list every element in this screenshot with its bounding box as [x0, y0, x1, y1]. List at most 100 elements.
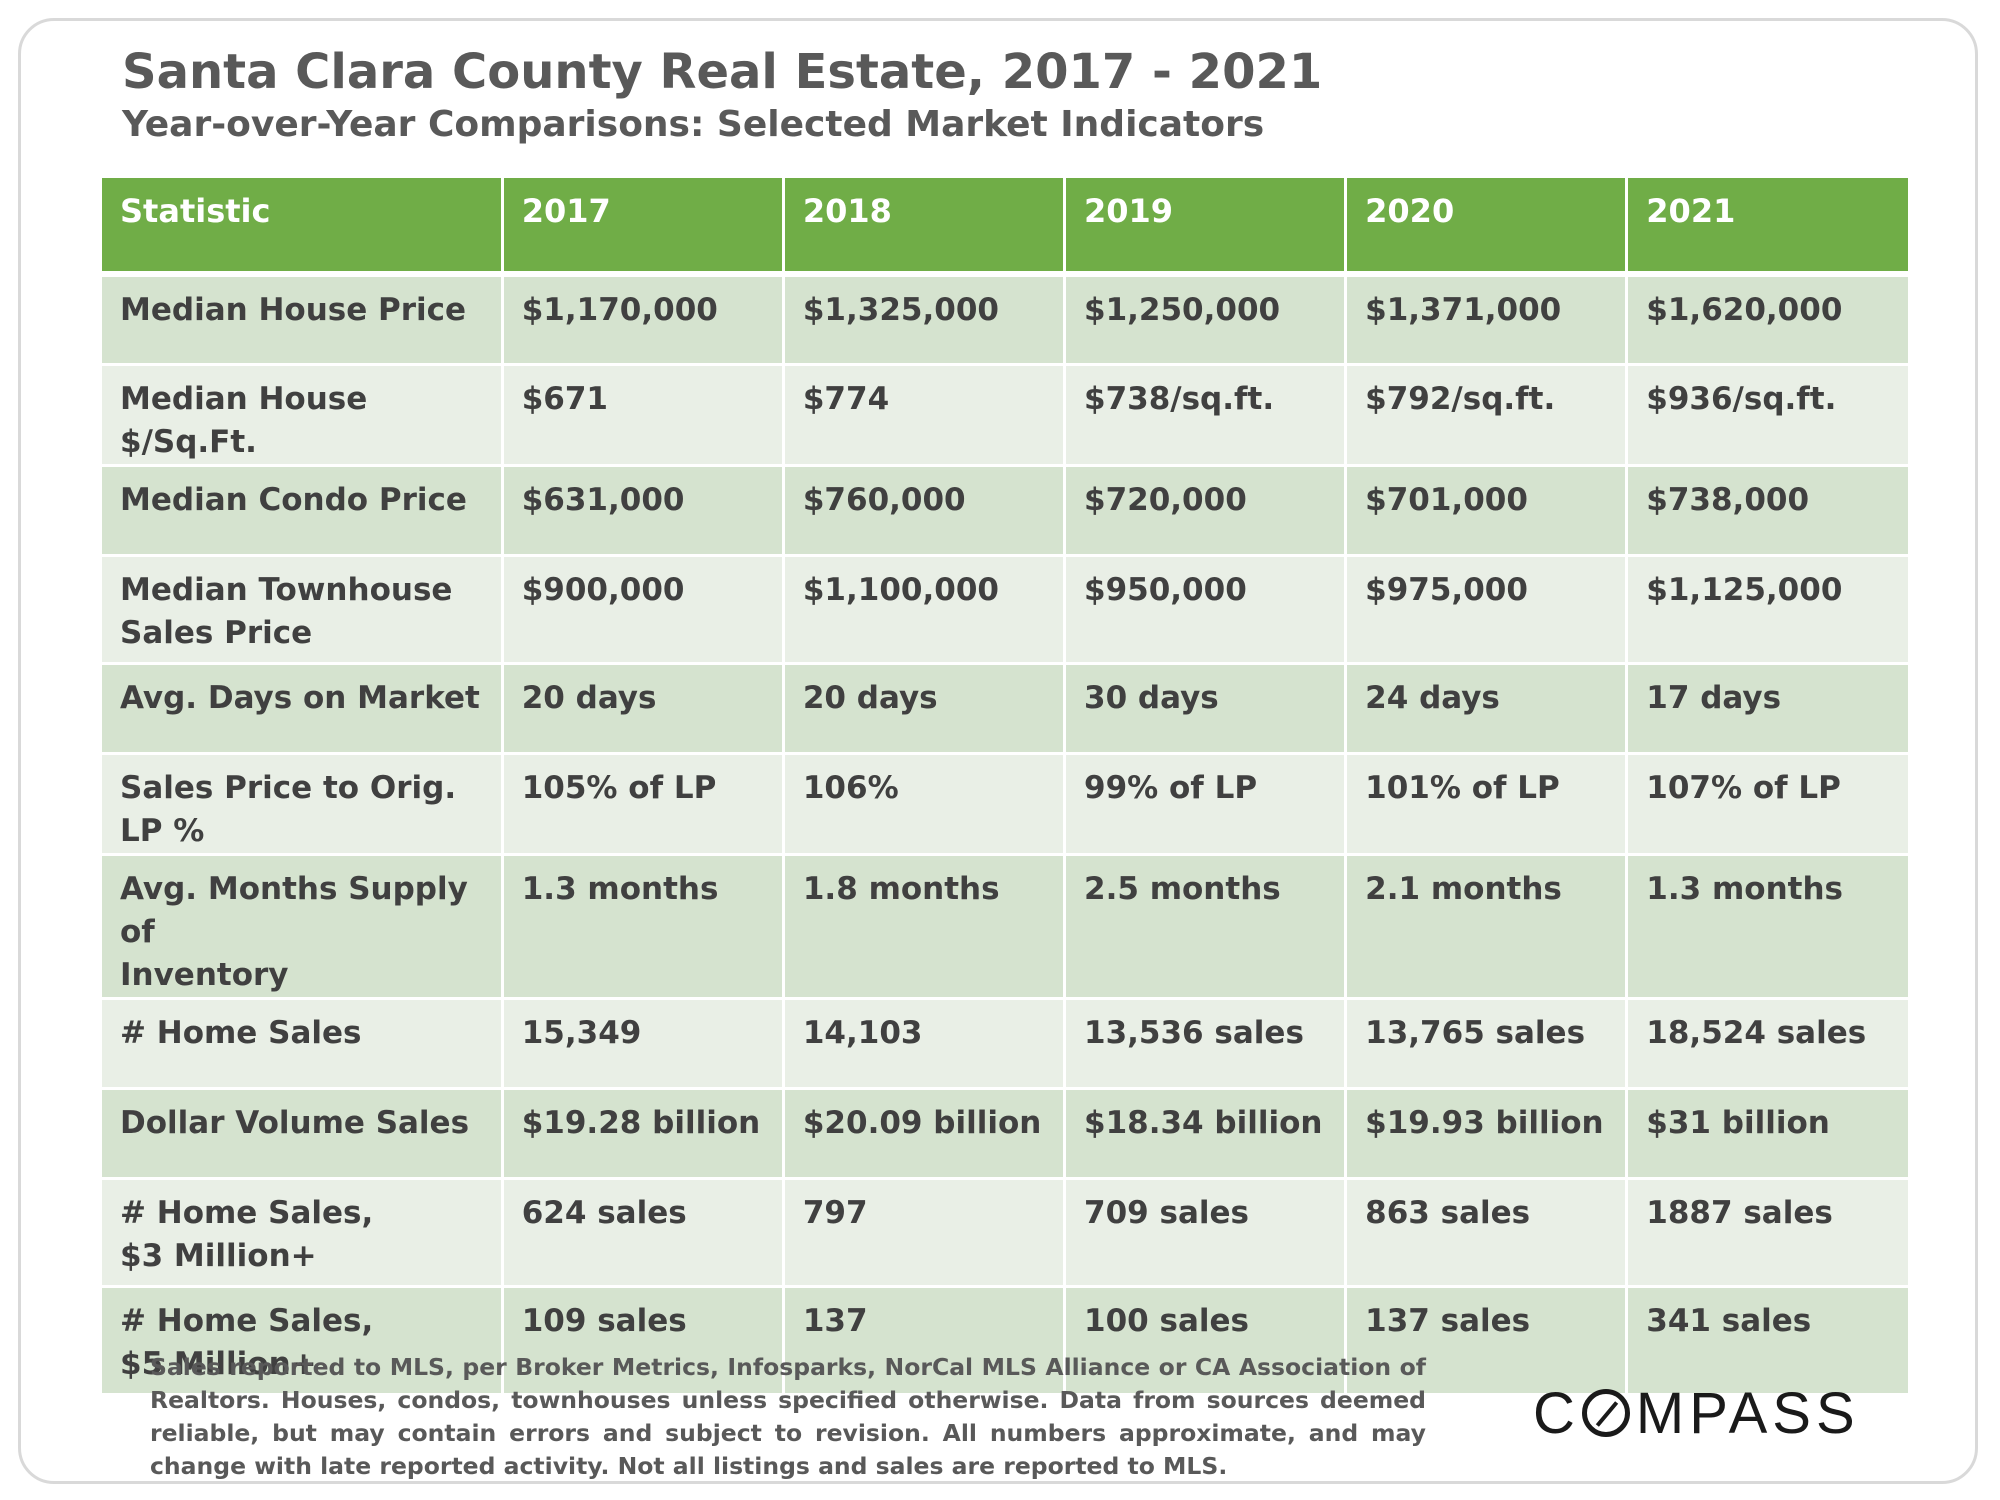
- logo-letters-mpass: MPASS: [1635, 1380, 1860, 1446]
- table-cell-2021: $738,000: [1626, 465, 1908, 557]
- row-label-line: Median House Price: [120, 292, 467, 328]
- row-label: Avg. Days on Market: [102, 663, 504, 755]
- table-cell-2017: $1,170,000: [502, 274, 785, 366]
- table-cell-2017: $631,000: [502, 465, 785, 557]
- table-cell-2019: 100 sales: [1064, 1286, 1348, 1396]
- table-cell-2019: $738/sq.ft.: [1064, 364, 1348, 467]
- table-cell-2018: 14,103: [783, 998, 1067, 1090]
- table-row: Median House $/Sq.Ft. $671 $774 $738/sq.ft.…: [102, 364, 1908, 467]
- row-label: Median House Price: [102, 274, 504, 366]
- row-label-line: Inventory: [120, 956, 289, 993]
- table-cell-2021: $1,620,000: [1626, 274, 1908, 366]
- row-label-line: # Home Sales,: [120, 1302, 374, 1339]
- table-cell-2017: 109 sales: [502, 1286, 785, 1396]
- page-subtitle: Year-over-Year Comparisons: Selected Mar…: [122, 104, 1265, 145]
- row-label-line: Sales Price to Orig. LP %: [120, 769, 457, 849]
- table-row: # Home Sales, $3 Million+ 624 sales 797 709 …: [102, 1178, 1908, 1288]
- table-cell-2021: 1.3 months: [1626, 854, 1908, 1000]
- page-title: Santa Clara County Real Estate, 2017 - 2…: [122, 44, 1323, 100]
- column-header-2018: 2018: [783, 178, 1067, 277]
- table-cell-2018: $20.09 billion: [783, 1088, 1067, 1180]
- row-label: Avg. Months Supply of Inventory: [102, 854, 504, 1000]
- table-cell-2019: $720,000: [1064, 465, 1348, 557]
- table-cell-2020: 24 days: [1345, 663, 1629, 755]
- table-body: Median House Price $1,170,000 $1,325,000 $1…: [102, 274, 1908, 1396]
- table-cell-2020: $1,371,000: [1345, 274, 1629, 366]
- table-cell-2018: $1,325,000: [783, 274, 1067, 366]
- table-cell-2020: 101% of LP: [1345, 753, 1629, 856]
- table-cell-2019: 99% of LP: [1064, 753, 1348, 856]
- row-label: # Home Sales: [102, 998, 504, 1090]
- table-cell-2019: 30 days: [1064, 663, 1348, 755]
- table-cell-2018: 1.8 months: [783, 854, 1067, 1000]
- table-row: Median House Price $1,170,000 $1,325,000 $1…: [102, 274, 1908, 366]
- table-cell-2018: $774: [783, 364, 1067, 467]
- compass-o-icon: [1581, 1389, 1630, 1437]
- column-header-statistic: Statistic: [102, 178, 504, 277]
- table-cell-2018: $760,000: [783, 465, 1067, 557]
- row-label-line: Avg. Days on Market: [120, 679, 480, 716]
- row-label-line: # Home Sales: [120, 1014, 362, 1051]
- table-row: Dollar Volume Sales $19.28 billion $20.09 …: [102, 1088, 1908, 1180]
- table-cell-2021: 1887 sales: [1626, 1178, 1908, 1288]
- table-cell-2017: 20 days: [502, 663, 785, 755]
- table-cell-2021: 18,524 sales: [1626, 998, 1908, 1090]
- column-header-2019: 2019: [1064, 178, 1348, 277]
- table-row: # Home Sales 15,349 14,103 13,536 sales 13,7…: [102, 998, 1908, 1090]
- table-cell-2021: 107% of LP: [1626, 753, 1908, 856]
- table-cell-2019: 709 sales: [1064, 1178, 1348, 1288]
- compass-logo: C MPASS: [1533, 1378, 1903, 1448]
- table-row: Sales Price to Orig. LP % 105% of LP 106% 9…: [102, 753, 1908, 856]
- table-cell-2020: 2.1 months: [1345, 854, 1629, 1000]
- table-cell-2020: $975,000: [1345, 555, 1629, 665]
- table-cell-2018: 137: [783, 1286, 1067, 1396]
- table-header-row: Statistic 2017 2018 2019 2020 2021: [102, 178, 1908, 277]
- column-header-2020: 2020: [1345, 178, 1629, 277]
- row-label: Median Condo Price: [102, 465, 504, 557]
- table-cell-2020: $701,000: [1345, 465, 1629, 557]
- row-label: Median House $/Sq.Ft.: [102, 364, 504, 467]
- table-cell-2021: 17 days: [1626, 663, 1908, 755]
- row-label: # Home Sales, $5 Million+: [102, 1286, 504, 1396]
- table-cell-2020: $19.93 billion: [1345, 1088, 1629, 1180]
- table-cell-2021: $936/sq.ft.: [1626, 364, 1908, 467]
- table-cell-2017: $671: [502, 364, 785, 467]
- table-cell-2019: $950,000: [1064, 555, 1348, 665]
- row-label: Dollar Volume Sales: [102, 1088, 504, 1180]
- row-label-line: Sales Price: [120, 614, 313, 651]
- table-cell-2021: 341 sales: [1626, 1286, 1908, 1396]
- table-cell-2018: 797: [783, 1178, 1067, 1288]
- table-cell-2020: 13,765 sales: [1345, 998, 1629, 1090]
- table-cell-2019: 13,536 sales: [1064, 998, 1348, 1090]
- row-label-line: Median House $/Sq.Ft.: [120, 380, 368, 460]
- row-label: Sales Price to Orig. LP %: [102, 753, 504, 856]
- source-footnote: Sales reported to MLS, per Broker Metric…: [150, 1353, 1426, 1480]
- table-cell-2021: $1,125,000: [1626, 555, 1908, 665]
- table-cell-2018: 20 days: [783, 663, 1067, 755]
- table-cell-2017: 1.3 months: [502, 854, 785, 1000]
- table-cell-2020: 863 sales: [1345, 1178, 1629, 1288]
- table-cell-2017: 105% of LP: [502, 753, 785, 856]
- table-cell-2019: $1,250,000: [1064, 274, 1348, 366]
- column-header-2021: 2021: [1626, 178, 1908, 277]
- logo-letter-c: C: [1533, 1380, 1580, 1446]
- table-cell-2017: 624 sales: [502, 1178, 785, 1288]
- table-cell-2019: $18.34 billion: [1064, 1088, 1348, 1180]
- table-cell-2018: $1,100,000: [783, 555, 1067, 665]
- table-cell-2017: 15,349: [502, 998, 785, 1090]
- row-label: # Home Sales, $3 Million+: [102, 1178, 504, 1288]
- table-cell-2020: 137 sales: [1345, 1286, 1629, 1396]
- row-label-line: Avg. Months Supply of: [120, 870, 468, 950]
- table-cell-2017: $900,000: [502, 555, 785, 665]
- row-label-line: $5 Million+: [120, 1345, 317, 1382]
- column-header-2017: 2017: [502, 178, 785, 277]
- table-cell-2019: 2.5 months: [1064, 854, 1348, 1000]
- table-row: Median Condo Price $631,000 $760,000 $720,0…: [102, 465, 1908, 557]
- table-row: # Home Sales, $5 Million+ 109 sales 137 100 …: [102, 1286, 1908, 1396]
- row-label: Median Townhouse Sales Price: [102, 555, 504, 665]
- table-row: Avg. Days on Market 20 days 20 days 30 days…: [102, 663, 1908, 755]
- row-label-line: # Home Sales,: [120, 1194, 374, 1231]
- table-cell-2020: $792/sq.ft.: [1345, 364, 1629, 467]
- table-cell-2018: 106%: [783, 753, 1067, 856]
- row-label-line: $3 Million+: [120, 1237, 317, 1274]
